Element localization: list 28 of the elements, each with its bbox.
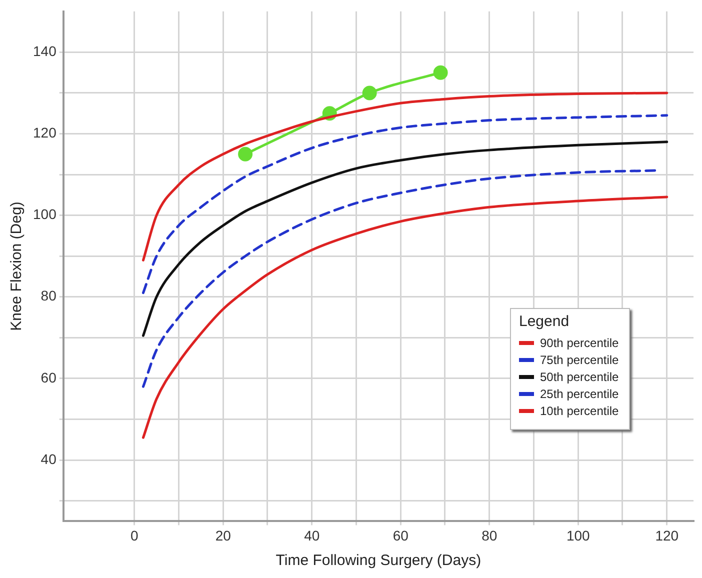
legend-label: 50th percentile: [540, 370, 619, 384]
y-axis-title: Knee Flexion (Deg): [8, 202, 26, 331]
x-tick-label: 0: [130, 527, 138, 544]
y-tick-label: 40: [40, 450, 57, 467]
y-tick-label: 140: [33, 43, 57, 60]
x-tick-label: 20: [215, 527, 232, 544]
legend-label: 25th percentile: [540, 386, 619, 400]
x-tick-label: 120: [655, 527, 679, 544]
line-series: [142, 196, 668, 439]
point: [362, 86, 377, 100]
line-series: [142, 92, 668, 262]
x-tick-label: 100: [566, 527, 590, 544]
x-tick-label: 40: [304, 527, 320, 544]
y-tick-label: 100: [33, 206, 57, 222]
legend-label: 10th percentile: [540, 404, 619, 418]
point: [433, 65, 448, 80]
legend-title: Legend: [519, 313, 570, 330]
y-tick-label: 60: [40, 369, 57, 386]
x-tick-label: 80: [482, 527, 498, 544]
y-tick-label: 80: [40, 288, 57, 304]
legend-label: 90th percentile: [540, 336, 619, 350]
x-axis-title: Time Following Surgery (Days): [276, 552, 482, 570]
line-series: [142, 140, 668, 337]
line-series: [142, 114, 668, 294]
legend-label: 75th percentile: [540, 352, 619, 366]
point: [238, 146, 253, 162]
x-tick-label: 60: [392, 527, 409, 544]
y-tick-label: 120: [33, 124, 57, 141]
